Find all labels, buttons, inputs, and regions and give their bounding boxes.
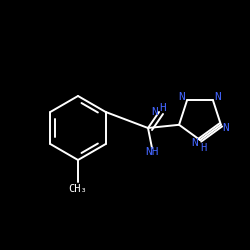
Text: N: N [152, 107, 158, 117]
Text: N: N [179, 92, 186, 102]
Text: H: H [200, 143, 206, 153]
Text: N: N [192, 138, 198, 148]
Text: N: N [222, 123, 229, 133]
Text: N: N [214, 92, 221, 102]
Text: CH₃: CH₃ [68, 184, 87, 194]
Text: H: H [160, 103, 166, 113]
Text: NH: NH [145, 147, 159, 157]
